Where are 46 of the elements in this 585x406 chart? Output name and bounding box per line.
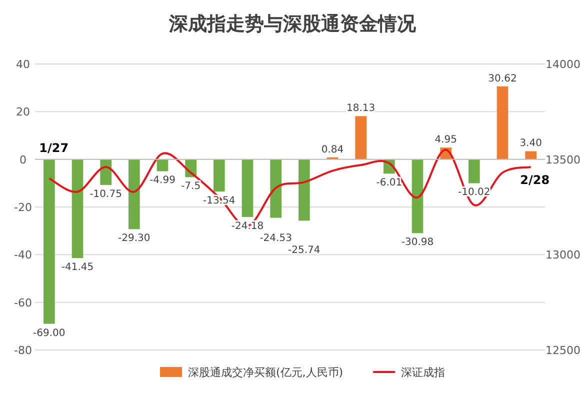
legend-label: 深股通成交净买额(亿元,人民币): [188, 366, 344, 379]
data-label: -7.5: [181, 181, 201, 192]
bar: [270, 159, 282, 218]
y-tick-label: -20: [14, 201, 32, 214]
y2-tick-label: 13000: [546, 248, 580, 262]
bar: [525, 151, 536, 160]
data-label: -41.45: [61, 262, 94, 274]
y-tick-label: -40: [14, 248, 32, 262]
data-label: 30.62: [488, 73, 517, 84]
y-tick-label: -80: [14, 344, 32, 357]
y-tick-label: 0: [20, 153, 26, 166]
chart-title: 深成指走势与深股通资金情况: [168, 13, 417, 35]
data-label: -29.30: [118, 233, 150, 244]
y-tick-label: -60: [14, 296, 32, 310]
annotation: 2/28: [520, 173, 550, 187]
bar: [100, 159, 112, 185]
legend-label: 深证成指: [401, 366, 446, 379]
bar: [496, 86, 508, 160]
data-label: -10.75: [90, 188, 122, 200]
data-label: 0.84: [321, 144, 344, 156]
data-label: 4.95: [434, 134, 457, 146]
data-label: -69.00: [33, 328, 66, 339]
bar: [214, 159, 225, 192]
y2-tick-label: 13500: [546, 153, 580, 166]
data-label: -25.74: [288, 244, 320, 256]
y2-tick-label: 14000: [546, 58, 580, 71]
data-label: -30.98: [401, 237, 434, 248]
bar: [156, 159, 168, 172]
bar: [412, 159, 424, 234]
data-label: -24.53: [260, 232, 292, 244]
y-tick-label: 40: [16, 58, 30, 71]
bar: [355, 116, 366, 160]
data-label: -24.18: [231, 220, 264, 232]
data-label: -4.99: [150, 175, 176, 186]
bar: [298, 159, 310, 221]
bar: [72, 159, 84, 258]
y2-tick-label: 12500: [546, 344, 580, 357]
data-label: 18.13: [346, 103, 376, 114]
bar: [128, 159, 140, 230]
bar: [44, 159, 55, 324]
bar: [242, 159, 254, 217]
annotation: 1/27: [39, 141, 69, 155]
data-label: 3.40: [520, 138, 542, 150]
data-label: -6.01: [376, 178, 402, 189]
bar: [468, 159, 480, 184]
y-tick-label: 20: [16, 106, 30, 119]
